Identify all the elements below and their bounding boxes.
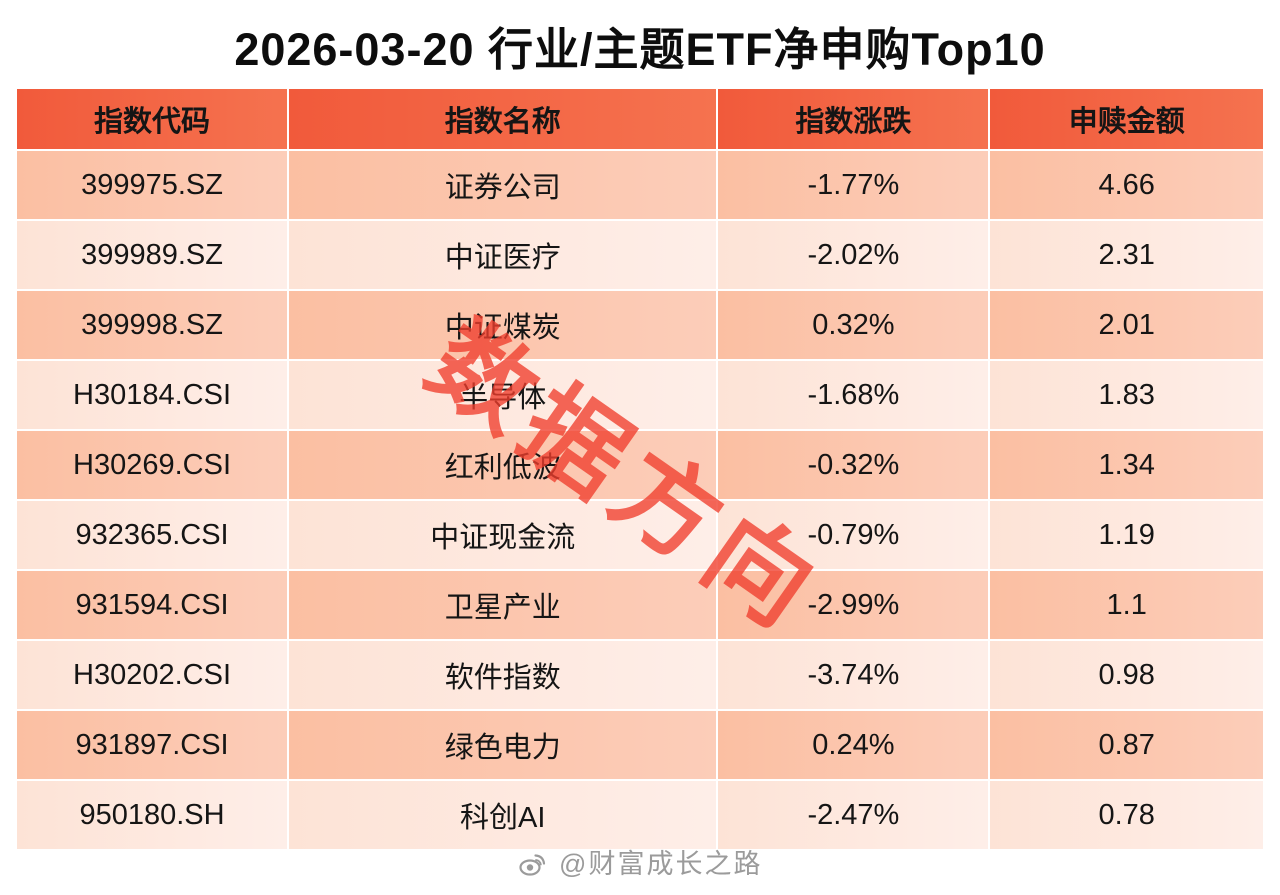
cell-amount: 4.66 bbox=[988, 149, 1265, 221]
cell-index-name: 科创AI bbox=[287, 779, 719, 851]
table-header-row: 指数代码 指数名称 指数涨跌 申赎金额 bbox=[14, 87, 1265, 151]
col-header-amount: 申赎金额 bbox=[988, 87, 1265, 151]
cell-amount: 1.19 bbox=[988, 499, 1265, 571]
footer-credit: @财富成长之路 bbox=[0, 842, 1280, 883]
cell-index-code: 932365.CSI bbox=[14, 499, 290, 571]
cell-index-code: 931594.CSI bbox=[14, 569, 290, 641]
col-header-index-name: 指数名称 bbox=[287, 87, 719, 151]
cell-index-code: 399998.SZ bbox=[14, 289, 290, 361]
cell-amount: 2.31 bbox=[988, 219, 1265, 291]
cell-index-change: -2.47% bbox=[716, 779, 991, 851]
cell-index-code: H30184.CSI bbox=[14, 359, 290, 431]
table-row: H30184.CSI 半导体 -1.68% 1.83 bbox=[14, 359, 1265, 431]
cell-index-code: 399975.SZ bbox=[14, 149, 290, 221]
table-row: 931897.CSI 绿色电力 0.24% 0.87 bbox=[14, 709, 1265, 781]
cell-index-change: -1.68% bbox=[716, 359, 991, 431]
cell-amount: 2.01 bbox=[988, 289, 1265, 361]
etf-net-subscription-table: 指数代码 指数名称 指数涨跌 申赎金额 399975.SZ 证券公司 -1.77… bbox=[14, 87, 1265, 851]
cell-index-name: 卫星产业 bbox=[287, 569, 719, 641]
table-row: H30202.CSI 软件指数 -3.74% 0.98 bbox=[14, 639, 1265, 711]
table-row: 399998.SZ 中证煤炭 0.32% 2.01 bbox=[14, 289, 1265, 361]
cell-index-code: 399989.SZ bbox=[14, 219, 290, 291]
cell-index-code: 931897.CSI bbox=[14, 709, 290, 781]
cell-index-change: -2.02% bbox=[716, 219, 991, 291]
table-row: 950180.SH 科创AI -2.47% 0.78 bbox=[14, 779, 1265, 851]
cell-amount: 1.34 bbox=[988, 429, 1265, 501]
table-row: 932365.CSI 中证现金流 -0.79% 1.19 bbox=[14, 499, 1265, 571]
table-row: H30269.CSI 红利低波 -0.32% 1.34 bbox=[14, 429, 1265, 501]
table-row: 931594.CSI 卫星产业 -2.99% 1.1 bbox=[14, 569, 1265, 641]
cell-index-code: 950180.SH bbox=[14, 779, 290, 851]
cell-amount: 0.87 bbox=[988, 709, 1265, 781]
table-row: 399975.SZ 证券公司 -1.77% 4.66 bbox=[14, 149, 1265, 221]
cell-index-code: H30269.CSI bbox=[14, 429, 290, 501]
cell-index-change: -3.74% bbox=[716, 639, 991, 711]
cell-index-change: 0.24% bbox=[716, 709, 991, 781]
cell-index-name: 半导体 bbox=[287, 359, 719, 431]
cell-index-change: -1.77% bbox=[716, 149, 991, 221]
col-header-index-code: 指数代码 bbox=[14, 87, 290, 151]
cell-amount: 1.1 bbox=[988, 569, 1265, 641]
page-title: 2026-03-20 行业/主题ETF净申购Top10 bbox=[234, 24, 1046, 75]
cell-index-change: -2.99% bbox=[716, 569, 991, 641]
cell-index-code: H30202.CSI bbox=[14, 639, 290, 711]
cell-index-name: 软件指数 bbox=[287, 639, 719, 711]
weibo-icon bbox=[518, 852, 546, 883]
cell-index-name: 证券公司 bbox=[287, 149, 719, 221]
cell-index-name: 红利低波 bbox=[287, 429, 719, 501]
cell-index-name: 中证现金流 bbox=[287, 499, 719, 571]
cell-index-change: -0.79% bbox=[716, 499, 991, 571]
cell-index-name: 绿色电力 bbox=[287, 709, 719, 781]
cell-index-name: 中证煤炭 bbox=[287, 289, 719, 361]
cell-amount: 1.83 bbox=[988, 359, 1265, 431]
col-header-index-change: 指数涨跌 bbox=[716, 87, 991, 151]
cell-amount: 0.98 bbox=[988, 639, 1265, 711]
footer-handle: @财富成长之路 bbox=[559, 849, 763, 879]
cell-index-change: -0.32% bbox=[716, 429, 991, 501]
cell-amount: 0.78 bbox=[988, 779, 1265, 851]
cell-index-name: 中证医疗 bbox=[287, 219, 719, 291]
table-row: 399989.SZ 中证医疗 -2.02% 2.31 bbox=[14, 219, 1265, 291]
cell-index-change: 0.32% bbox=[716, 289, 991, 361]
